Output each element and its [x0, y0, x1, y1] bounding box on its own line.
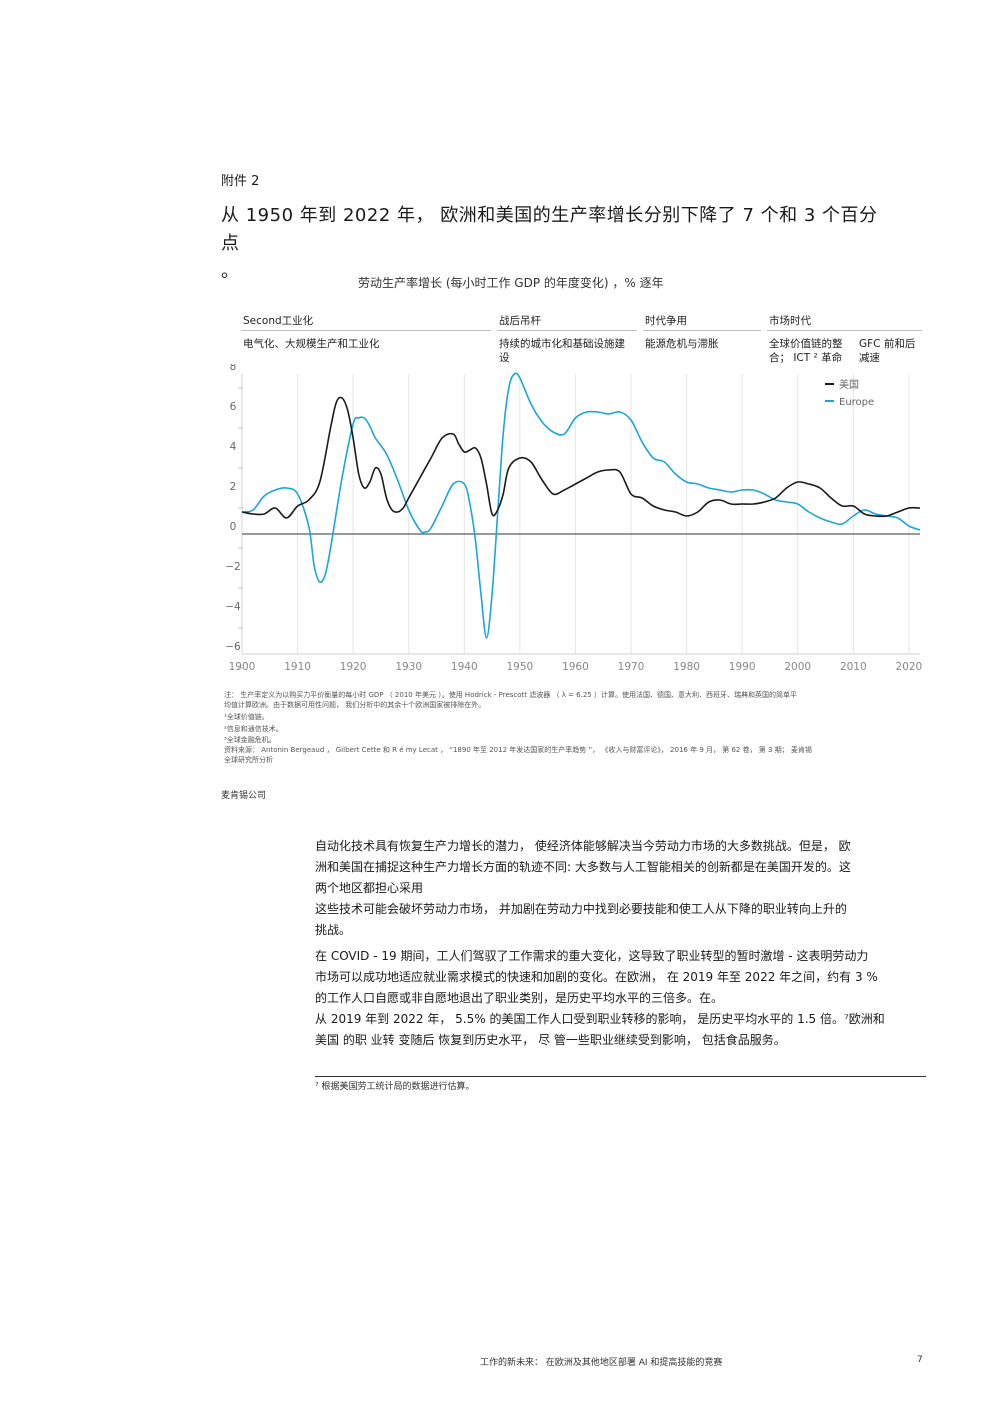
body-line: 挑战。 [315, 923, 352, 937]
chart-legend: 美国 Europe [825, 378, 874, 408]
body-line: 自动化技术具有恢复生产力增长的潜力， 使经济体能够解决当今劳动力市场的大多数挑战… [315, 839, 851, 853]
chart-note-4: ²信息和通信技术。 [224, 725, 283, 733]
body-line: 两个地区都担心采用 [315, 881, 424, 895]
source-brand: 麦肯锡公司 [221, 791, 267, 801]
x-axis-ticks: 1900 1910 1920 1930 1940 1950 1960 1970 1980 1990… [229, 661, 923, 673]
chart-note-5: ³全球金融危机。 [224, 736, 276, 744]
era-rule-1 [241, 330, 491, 331]
era-desc-2: 持续的城市化和基础设施建设 [499, 338, 625, 364]
y-tick-label: 6 [230, 401, 237, 413]
x-tick-label: 1980 [673, 661, 700, 673]
x-tick-label: 1950 [507, 661, 534, 673]
era-desc-4b: GFC 前和后减速 [859, 338, 916, 364]
era-rule-3 [643, 330, 761, 331]
body-line: 市场可以成功地适应就业需求模式的快速和加剧的变化。在欧洲， 在 2019 年至 … [315, 970, 878, 984]
x-tick-label: 1990 [729, 661, 756, 673]
x-tick-label: 2000 [784, 661, 811, 673]
europe-series-line [241, 372, 921, 639]
chart-note-2: 均值计算欧洲。由于数据可用性问题， 我们分析中的其余十个欧洲国家被排除在外。 [224, 701, 486, 709]
exhibit-label: 附件 2 [221, 174, 260, 189]
x-tick-label: 1940 [451, 661, 478, 673]
us-series-line [241, 396, 921, 519]
chart-source-2: 全球研究所分析 [224, 756, 273, 764]
productivity-line-chart: 8 6 4 2 0 −2 −4 −6 1900 1910 1920 1930 1940 1950 1960… [225, 364, 923, 673]
chart-note-1: 注： 生产率定义为以购买力平价衡量的每小时 GDP （ 2010 年美元 ）。使… [224, 691, 797, 699]
body-line: 的工作人口自愿或非自愿地退出了职业类别，是历史平均水平的三倍多。在。 [315, 991, 724, 1005]
chart-series [241, 372, 921, 639]
body-paragraph-1: 自动化技术具有恢复生产力增长的潜力， 使经济体能够解决当今劳动力市场的大多数挑战… [315, 836, 915, 941]
x-tick-label: 1970 [618, 661, 645, 673]
legend-label: Europe [839, 397, 874, 408]
headline-text: 从 1950 年到 2022 年， 欧洲和美国的生产率增长分别下降了 7 个和 … [221, 205, 878, 254]
y-tick-label: 0 [230, 521, 237, 533]
body-line: 在 COVID - 19 期间，工人们驾驭了工作需求的重大变化，这导致了职业转型… [315, 949, 869, 963]
y-axis-ticks: 8 6 4 2 0 −2 −4 −6 [225, 364, 243, 669]
x-tick-label: 2010 [840, 661, 867, 673]
footnote-divider [315, 1076, 926, 1077]
chart-title: 劳动生产率增长 (每小时工作 GDP 的年度变化) ，% 逐年 [358, 276, 664, 290]
chart-note-3: ¹全球价值链。 [224, 713, 269, 721]
y-tick-label: 4 [230, 441, 237, 453]
x-tick-label: 1920 [340, 661, 367, 673]
y-tick-label: −4 [225, 601, 241, 613]
y-tick-label: 8 [230, 364, 237, 373]
x-tick-label: 1960 [562, 661, 589, 673]
y-tick-label: −2 [225, 561, 240, 573]
page-number: 7 [917, 1355, 923, 1365]
body-paragraph-2: 在 COVID - 19 期间，工人们驾驭了工作需求的重大变化，这导致了职业转型… [315, 946, 915, 1051]
chart-source-1: 资料来源： Antonin Bergeaud ， Gilbert Cette 和… [224, 746, 812, 754]
era-desc-4a: 全球价值链的整合； ICT ² 革命 [769, 338, 843, 364]
era-name-2: 战后吊杆 [499, 315, 541, 327]
footnote-7: ⁷ 根据美国劳工统计局的数据进行估算。 [315, 1082, 475, 1092]
x-tick-label: 1900 [229, 661, 256, 673]
x-tick-label: 1930 [395, 661, 422, 673]
era-rule-2 [497, 330, 637, 331]
body-line: 美国 的职 业转 变随后 恢复到历史水平， 尽 管一些职业继续受到影响， 包括食… [315, 1033, 786, 1047]
era-name-4: 市场时代 [769, 315, 811, 327]
era-desc-3: 能源危机与滞胀 [645, 338, 719, 350]
body-line: 从 2019 年到 2022 年， 5.5% 的美国工作人口受到职业转移的影响，… [315, 1012, 885, 1026]
x-tick-label: 2020 [896, 661, 923, 673]
era-desc-1: 电气化、大规模生产和工业化 [243, 338, 380, 350]
era-rule-4 [767, 330, 922, 331]
headline-tail: 。 [221, 261, 240, 282]
era-name-1: Second工业化 [243, 315, 314, 327]
body-line: 这些技术可能会破坏劳动力市场， 并加剧在劳动力中找到必要技能和使工人从下降的职业… [315, 902, 847, 916]
y-tick-label: −6 [225, 641, 241, 653]
era-name-3: 时代争用 [645, 315, 687, 327]
x-tick-label: 1910 [284, 661, 311, 673]
y-tick-label: 2 [230, 481, 237, 493]
body-line: 洲和美国在捕捉这种生产力增长方面的轨迹不同: 大多数与人工智能相关的创新都是在美… [315, 860, 851, 874]
legend-label: 美国 [839, 378, 859, 391]
chart-grid [241, 374, 920, 655]
exhibit-headline: 从 1950 年到 2022 年， 欧洲和美国的生产率增长分别下降了 7 个和 … [221, 202, 891, 286]
footer-title: 工作的新未来： 在欧洲及其他地区部署 AI 和提高技能的竞赛 [480, 1358, 723, 1368]
